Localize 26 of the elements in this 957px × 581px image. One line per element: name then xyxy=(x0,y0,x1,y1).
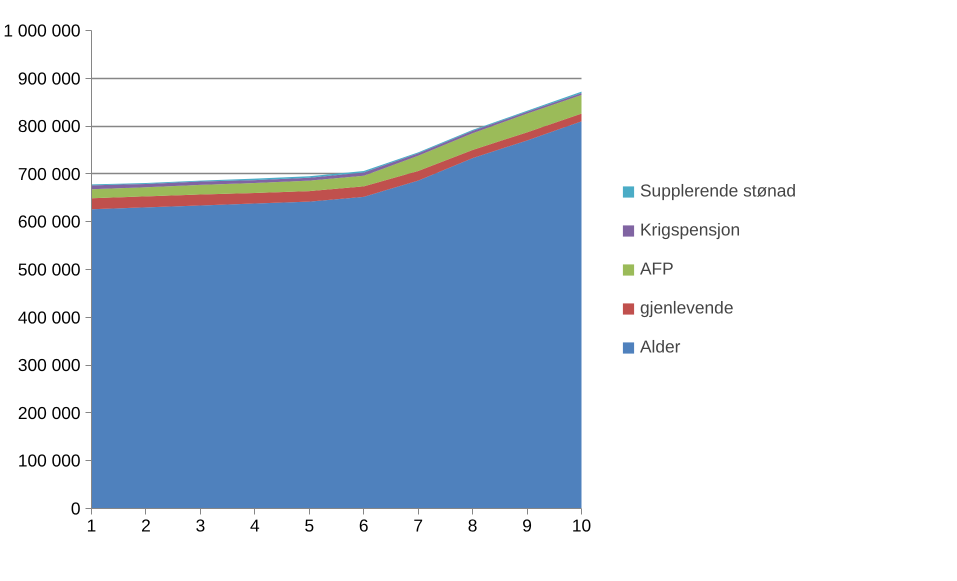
y-tick-label: 400 000 xyxy=(18,307,81,328)
legend-label: Alder xyxy=(640,336,680,358)
x-tick-label: 4 xyxy=(250,516,260,536)
x-tick-label: 9 xyxy=(522,516,532,536)
y-tick-label: 300 000 xyxy=(18,355,81,376)
y-tick-label: 0 xyxy=(70,498,81,518)
y-tick-label: 600 000 xyxy=(18,212,81,232)
y-tick-label: 700 000 xyxy=(18,164,81,184)
x-tick-label: 8 xyxy=(468,516,478,536)
legend-label: Supplerende stønad xyxy=(640,180,796,202)
y-tick-label: 900 000 xyxy=(18,68,81,88)
x-tick-label: 6 xyxy=(358,516,369,536)
x-tick-label: 5 xyxy=(304,516,314,536)
y-tick-label: 500 000 xyxy=(18,260,81,280)
x-tick-label: 7 xyxy=(413,516,423,536)
legend-label: Krigspensjon xyxy=(640,220,740,240)
y-tick-label: 800 000 xyxy=(18,116,81,136)
x-tick-label: 3 xyxy=(196,516,206,536)
x-tick-label: 2 xyxy=(141,516,151,536)
legend-label: AFP xyxy=(640,258,674,280)
y-tick-label: 200 000 xyxy=(18,402,81,423)
x-tick-label: 10 xyxy=(572,516,592,536)
x-tick-label: 1 xyxy=(86,516,96,536)
y-tick-label: 100 000 xyxy=(18,450,81,471)
y-tick-label: 1 000 000 xyxy=(3,20,81,40)
legend-label: gjenlevende xyxy=(640,298,734,318)
